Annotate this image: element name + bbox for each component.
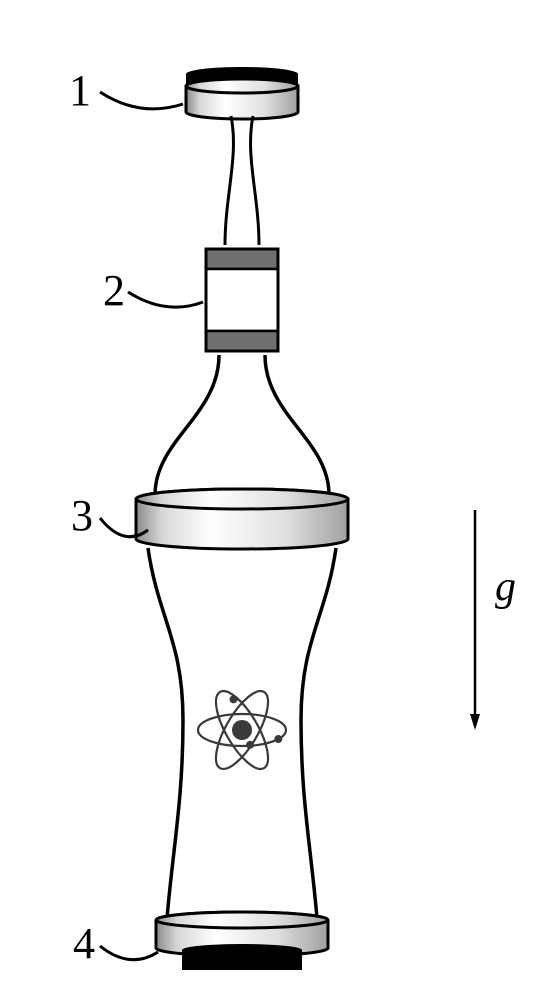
beam12-right (251, 116, 259, 245)
label-four: 4 (73, 919, 95, 968)
comp2-white-mid (206, 269, 278, 331)
lead-curve-two (128, 292, 203, 307)
label-two: 2 (103, 266, 125, 315)
beam34-right (301, 548, 336, 918)
label-one: 1 (69, 66, 91, 115)
comp1-body-top (186, 79, 298, 93)
comp3-body-top (136, 489, 348, 509)
physics-diagram: 1 2 3 4 g (0, 0, 558, 1000)
beam34-left (148, 548, 183, 918)
gravity-arrow-head (470, 714, 480, 730)
beam23-right (265, 355, 329, 495)
comp4-body-top (156, 912, 328, 928)
lead-curve-one (100, 92, 183, 109)
beam23-left (155, 355, 219, 495)
label-three: 3 (71, 491, 93, 540)
atom-icon (198, 684, 286, 776)
comp2-dark-top (206, 249, 278, 269)
lead-curve-four (100, 946, 158, 960)
comp4-black-base-top (182, 944, 302, 956)
label-g: g (495, 564, 516, 610)
comp2-dark-bot (206, 331, 278, 351)
beam12-left (225, 116, 233, 245)
